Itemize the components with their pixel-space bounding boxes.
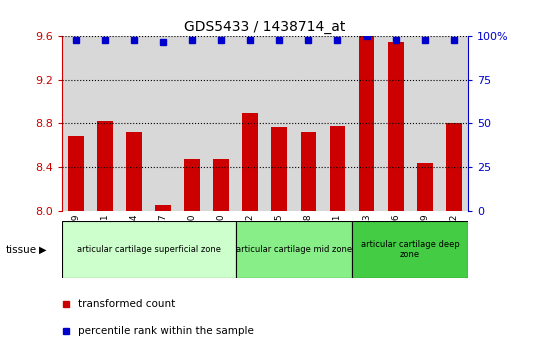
Text: articular cartilage deep
zone: articular cartilage deep zone <box>360 240 459 259</box>
Bar <box>214 159 229 211</box>
Bar <box>149 36 178 211</box>
Text: ▶: ▶ <box>39 245 46 254</box>
Text: articular cartilage mid zone: articular cartilage mid zone <box>236 245 352 254</box>
Bar <box>439 36 468 211</box>
Bar <box>410 36 439 211</box>
Bar <box>352 36 381 211</box>
Bar <box>62 36 91 211</box>
Bar <box>329 126 345 211</box>
Bar <box>323 36 352 211</box>
Bar <box>445 123 462 211</box>
Bar <box>416 163 433 211</box>
Bar <box>358 36 374 211</box>
Text: articular cartilage superficial zone: articular cartilage superficial zone <box>77 245 221 254</box>
Bar <box>294 36 323 211</box>
Text: transformed count: transformed count <box>78 299 175 309</box>
Bar <box>352 221 468 278</box>
Text: percentile rank within the sample: percentile rank within the sample <box>78 326 254 336</box>
Bar <box>126 132 143 211</box>
Bar <box>97 121 114 211</box>
Text: tissue: tissue <box>5 245 37 254</box>
Bar <box>236 36 265 211</box>
Bar <box>62 221 236 278</box>
Bar <box>272 127 287 211</box>
Bar <box>207 36 236 211</box>
Bar <box>120 36 149 211</box>
Bar <box>301 132 316 211</box>
Bar <box>243 113 258 211</box>
Bar <box>381 36 410 211</box>
Bar <box>91 36 120 211</box>
Bar <box>68 136 84 211</box>
Bar <box>178 36 207 211</box>
Bar <box>387 42 404 211</box>
Bar <box>185 159 201 211</box>
Bar <box>265 36 294 211</box>
Bar <box>155 205 172 211</box>
Title: GDS5433 / 1438714_at: GDS5433 / 1438714_at <box>185 20 345 34</box>
Bar <box>236 221 352 278</box>
